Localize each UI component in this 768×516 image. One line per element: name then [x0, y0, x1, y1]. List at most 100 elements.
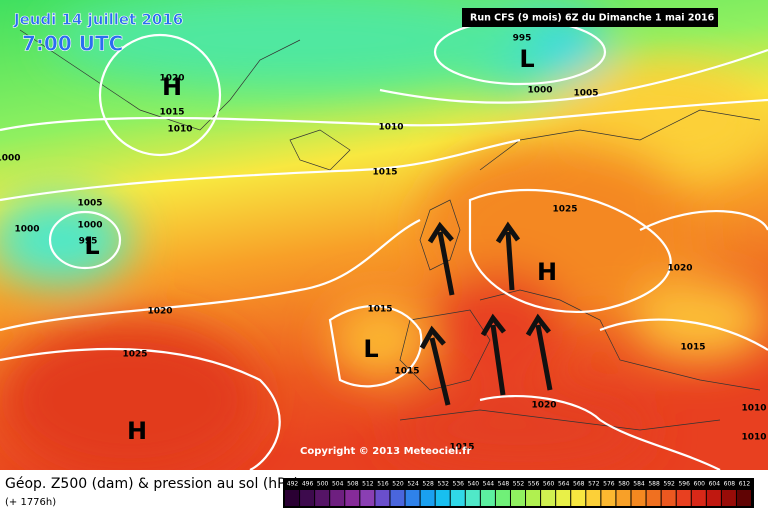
isobar-label: 995	[513, 34, 532, 44]
isobar-label: 1000	[14, 225, 39, 235]
scale-swatch	[571, 490, 586, 506]
trend-arrows	[419, 221, 553, 406]
scale-label: 596	[678, 481, 690, 488]
isobar-label: 1015	[449, 443, 474, 453]
scale-swatch	[285, 490, 300, 506]
scale-label: 492	[287, 481, 299, 488]
isobar-label: 1010	[741, 433, 766, 443]
scale-label: 588	[648, 481, 660, 488]
scale-label: 504	[332, 481, 344, 488]
isobar-label: 995	[79, 237, 98, 247]
forecast-time: 7:00 UTC	[22, 32, 123, 56]
caption: Géop. Z500 (dam) & pression au sol (hPa)	[5, 476, 299, 492]
scale-swatch	[616, 490, 631, 506]
scale-label: 528	[422, 481, 434, 488]
pressure-systems: H L L H L H	[84, 45, 557, 445]
copyright: Copyright © 2013 Meteociel.fr	[300, 446, 471, 457]
scale-swatch	[631, 490, 646, 506]
scale-swatch	[420, 490, 435, 506]
scale-label: 564	[558, 481, 570, 488]
system-label: H	[162, 73, 182, 101]
isobar-label: 1025	[122, 350, 147, 360]
scale-swatch	[345, 490, 360, 506]
scale-label: 500	[317, 481, 329, 488]
scale-label: 516	[377, 481, 389, 488]
isobar-label: 1020	[147, 307, 172, 317]
scale-swatch	[691, 490, 706, 506]
isobar-label: 1015	[680, 343, 705, 353]
scale-swatch	[390, 490, 405, 506]
scale-swatch	[510, 490, 526, 506]
scale-label: 612	[739, 481, 751, 488]
isobar-label: 1000	[0, 154, 21, 164]
isobar-label: 1000	[527, 86, 552, 96]
scale-swatch	[450, 490, 465, 506]
system-label: H	[537, 258, 557, 286]
system-label: L	[363, 335, 378, 363]
scale-swatch	[721, 490, 736, 506]
scale-label: 536	[453, 481, 465, 488]
scale-label: 544	[483, 481, 495, 488]
scale-swatch	[465, 490, 480, 506]
lead-time: (+ 1776h)	[5, 497, 56, 508]
isobar-label: 1020	[667, 264, 692, 274]
scale-label: 604	[709, 481, 721, 488]
system-label: L	[519, 45, 534, 73]
scale-label: 580	[618, 481, 630, 488]
isobar-label: 1010	[167, 125, 192, 135]
scale-label: 540	[468, 481, 480, 488]
scale-swatch	[646, 490, 661, 506]
scale-swatch	[676, 490, 691, 506]
scale-label: 592	[663, 481, 675, 488]
scale-label: 552	[513, 481, 525, 488]
scale-label: 512	[362, 481, 374, 488]
isobar-label: 1015	[372, 168, 397, 178]
scale-swatch	[706, 490, 721, 506]
isobar-label: 1000	[77, 221, 102, 231]
scale-swatch	[375, 490, 390, 506]
run-banner	[462, 8, 718, 27]
isobar-label: 1025	[552, 205, 577, 215]
scale-label: 532	[437, 481, 449, 488]
scale-swatch	[435, 490, 450, 506]
scale-label: 548	[498, 481, 510, 488]
isobar-label: 1005	[77, 199, 102, 209]
isobar-label: 1010	[378, 123, 403, 133]
scale-label: 608	[724, 481, 736, 488]
system-label: H	[127, 417, 147, 445]
isobar-label: 1015	[394, 367, 419, 377]
scale-label: 572	[588, 481, 600, 488]
scale-label: 520	[392, 481, 404, 488]
color-scale: 492 496 500 504 508 512 516 520 524 528 532 536 540 5…	[283, 478, 754, 508]
forecast-date: Jeudi 14 juillet 2016	[13, 11, 183, 29]
scale-label: 576	[603, 481, 615, 488]
scale-label: 508	[347, 481, 359, 488]
scale-label: 556	[528, 481, 540, 488]
isobar-label: 1005	[573, 89, 598, 99]
scale-label: 560	[543, 481, 555, 488]
isobar-label: 1010	[741, 404, 766, 414]
isobar-labels: 995 1000 1005 1010 1015 1020 1015 1010 1…	[0, 34, 767, 453]
scale-swatch	[586, 490, 601, 506]
system-label: L	[84, 232, 99, 260]
scale-swatch	[541, 490, 556, 506]
scale-swatch	[480, 490, 495, 506]
scale-swatch	[315, 490, 330, 506]
scale-label: 584	[633, 481, 645, 488]
scale-swatch	[526, 490, 541, 506]
isobar-label: 1015	[159, 108, 184, 118]
scale-label: 600	[694, 481, 706, 488]
scale-swatch	[405, 490, 420, 506]
scale-swatch	[330, 490, 345, 506]
scale-swatch	[601, 490, 616, 506]
scale-swatch	[495, 490, 510, 506]
scale-swatch	[360, 490, 375, 506]
isobar-label: 1020	[159, 74, 184, 84]
scale-label: 496	[302, 481, 314, 488]
scale-swatch	[556, 490, 571, 506]
coastlines	[19, 29, 761, 431]
isobar-label: 1020	[531, 401, 556, 411]
isobars	[0, 18, 768, 471]
isobar-label: 1015	[367, 305, 392, 315]
